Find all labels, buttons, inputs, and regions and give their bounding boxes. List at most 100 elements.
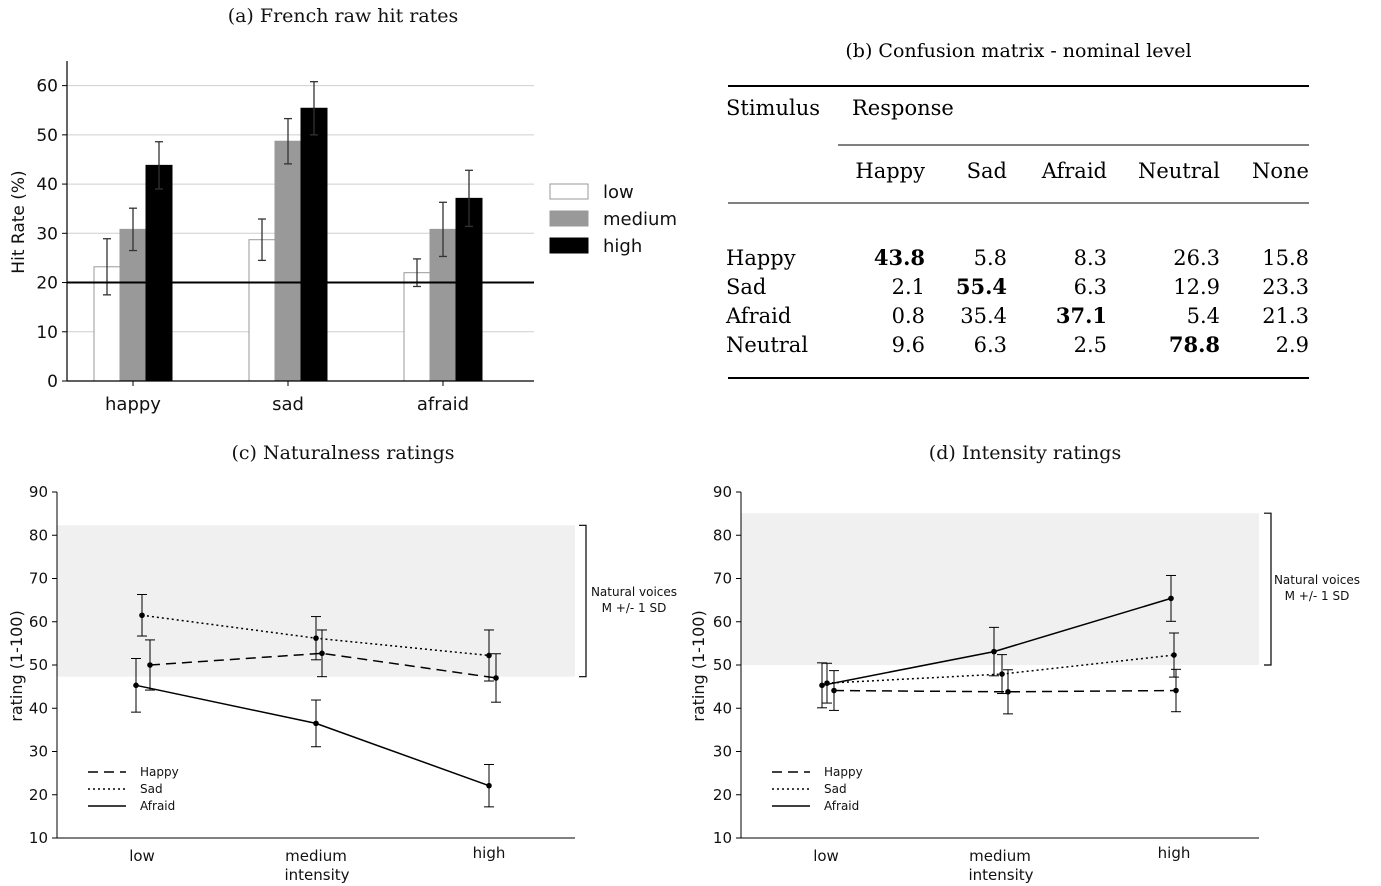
data-point (493, 675, 499, 681)
legend-label: Sad (824, 782, 847, 796)
table-row: Happy 43.8 5.8 8.3 26.3 15.8 (726, 243, 1309, 272)
legend-label: Happy (140, 765, 179, 779)
band-bracket (579, 524, 587, 678)
table-cell: 35.4 (960, 303, 1007, 328)
y-tick-label: 70 (713, 570, 732, 588)
table-cell: 43.8 (873, 245, 925, 270)
table-row: Neutral 9.6 6.3 2.5 78.8 2.9 (726, 330, 1309, 359)
confusion-matrix-panel: (b) Confusion matrix - nominal level Sti… (726, 40, 1311, 390)
y-tick-label: 30 (36, 224, 58, 244)
data-point (1173, 687, 1179, 694)
x-tick-label: happy (105, 394, 161, 415)
y-tick-label: 50 (713, 656, 732, 674)
y-tick-label: 50 (36, 126, 58, 146)
data-point (1168, 595, 1174, 602)
table-cell: 0.8 (891, 303, 925, 328)
table-row: Afraid 0.8 35.4 37.1 5.4 21.3 (726, 301, 1309, 330)
chart-c-ylabel: rating (1-100) (7, 610, 26, 721)
bar (455, 197, 483, 382)
data-point (147, 662, 153, 668)
chart-a-ylabel: Hit Rate (%) (9, 170, 29, 273)
legend-label: medium (603, 209, 677, 230)
response-header: Response (852, 96, 954, 120)
x-tick-label: medium (969, 847, 1031, 865)
table-cell: 5.8 (973, 245, 1007, 270)
table-rules (728, 85, 1309, 379)
y-tick-label: 80 (29, 526, 48, 544)
legend-label: Afraid (140, 799, 175, 813)
legend-label: Happy (824, 765, 863, 779)
table-cell: 8.3 (1073, 245, 1107, 270)
table-cell: 5.4 (1186, 303, 1220, 328)
table-cell: 6.3 (973, 332, 1007, 357)
data-point (831, 687, 837, 694)
band-label: Natural voices (1274, 573, 1360, 587)
legend-swatch (549, 237, 589, 254)
data-point (991, 648, 997, 655)
table-cell: 23.3 (1262, 274, 1309, 299)
data-point (133, 682, 139, 689)
bar (403, 272, 431, 382)
hit-rate-bar-chart: (a) French raw hit rates Hit Rate (%) 0 1… (9, 5, 677, 415)
legend-swatch (549, 183, 589, 200)
legend-label: Afraid (824, 799, 859, 813)
y-tick-label: 60 (36, 77, 58, 97)
y-tick-label: 0 (47, 372, 58, 392)
y-tick-label: 40 (36, 175, 58, 195)
x-tick-label: sad (272, 394, 304, 415)
series-line (833, 689, 1177, 693)
natural-voices-band (741, 513, 1259, 665)
legend-label: high (603, 236, 642, 257)
y-tick-label: 30 (713, 743, 732, 761)
row-label: Sad (726, 274, 767, 299)
y-tick-label: 40 (713, 699, 732, 717)
column-header: None (1252, 159, 1309, 183)
bar (145, 164, 173, 382)
y-tick-label: 50 (29, 656, 48, 674)
column-header: Happy (855, 159, 925, 183)
x-tick-label: medium (285, 847, 347, 865)
table-row: Sad 2.1 55.4 6.3 12.9 23.3 (726, 272, 1309, 301)
band-label: M +/- 1 SD (602, 601, 667, 615)
y-tick-label: 60 (29, 613, 48, 631)
y-tick-label: 90 (713, 483, 732, 501)
table-cell: 15.8 (1262, 245, 1309, 270)
table-cell: 55.4 (955, 274, 1007, 299)
band-label: Natural voices (591, 585, 677, 599)
naturalness-line-chart: (c) Naturalness ratings rating (1-100) i… (7, 442, 677, 884)
series-line (149, 652, 497, 679)
stimulus-header: Stimulus (726, 96, 820, 120)
chart-a-title: (a) French raw hit rates (228, 5, 459, 27)
data-point (1171, 652, 1177, 658)
column-header: Afraid (1041, 159, 1107, 183)
chart-d-xlabel: intensity (968, 866, 1033, 884)
y-tick-label: 80 (713, 526, 732, 544)
confusion-matrix-table: Stimulus Response Happy Sad Afraid Neutr… (726, 84, 1309, 359)
y-tick-label: 20 (29, 786, 48, 804)
band-label: M +/- 1 SD (1285, 589, 1350, 603)
legend-label: Sad (140, 782, 163, 796)
data-point (486, 782, 492, 789)
row-label: Neutral (726, 332, 809, 357)
y-tick-label: 60 (713, 613, 732, 631)
y-tick-label: 20 (713, 786, 732, 804)
y-tick-label: 10 (29, 829, 48, 847)
table-cell: 78.8 (1168, 332, 1220, 357)
row-label: Afraid (726, 303, 792, 328)
row-label: Happy (726, 245, 796, 270)
table-cell: 37.1 (1055, 303, 1107, 328)
data-point (486, 652, 492, 659)
data-point (139, 612, 145, 619)
bar (119, 228, 147, 382)
chart-d-ylabel: rating (1-100) (690, 610, 708, 721)
y-tick-label: 10 (36, 323, 58, 343)
y-tick-label: 40 (29, 699, 48, 717)
y-tick-label: 70 (29, 570, 48, 588)
data-point (319, 650, 325, 657)
confusion-matrix-title: (b) Confusion matrix - nominal level (845, 40, 1192, 62)
chart-c-title: (c) Naturalness ratings (231, 442, 454, 464)
y-tick-label: 90 (29, 483, 48, 501)
legend-swatch (549, 210, 589, 227)
x-tick-label: high (473, 844, 506, 862)
x-tick-label: low (129, 847, 155, 865)
